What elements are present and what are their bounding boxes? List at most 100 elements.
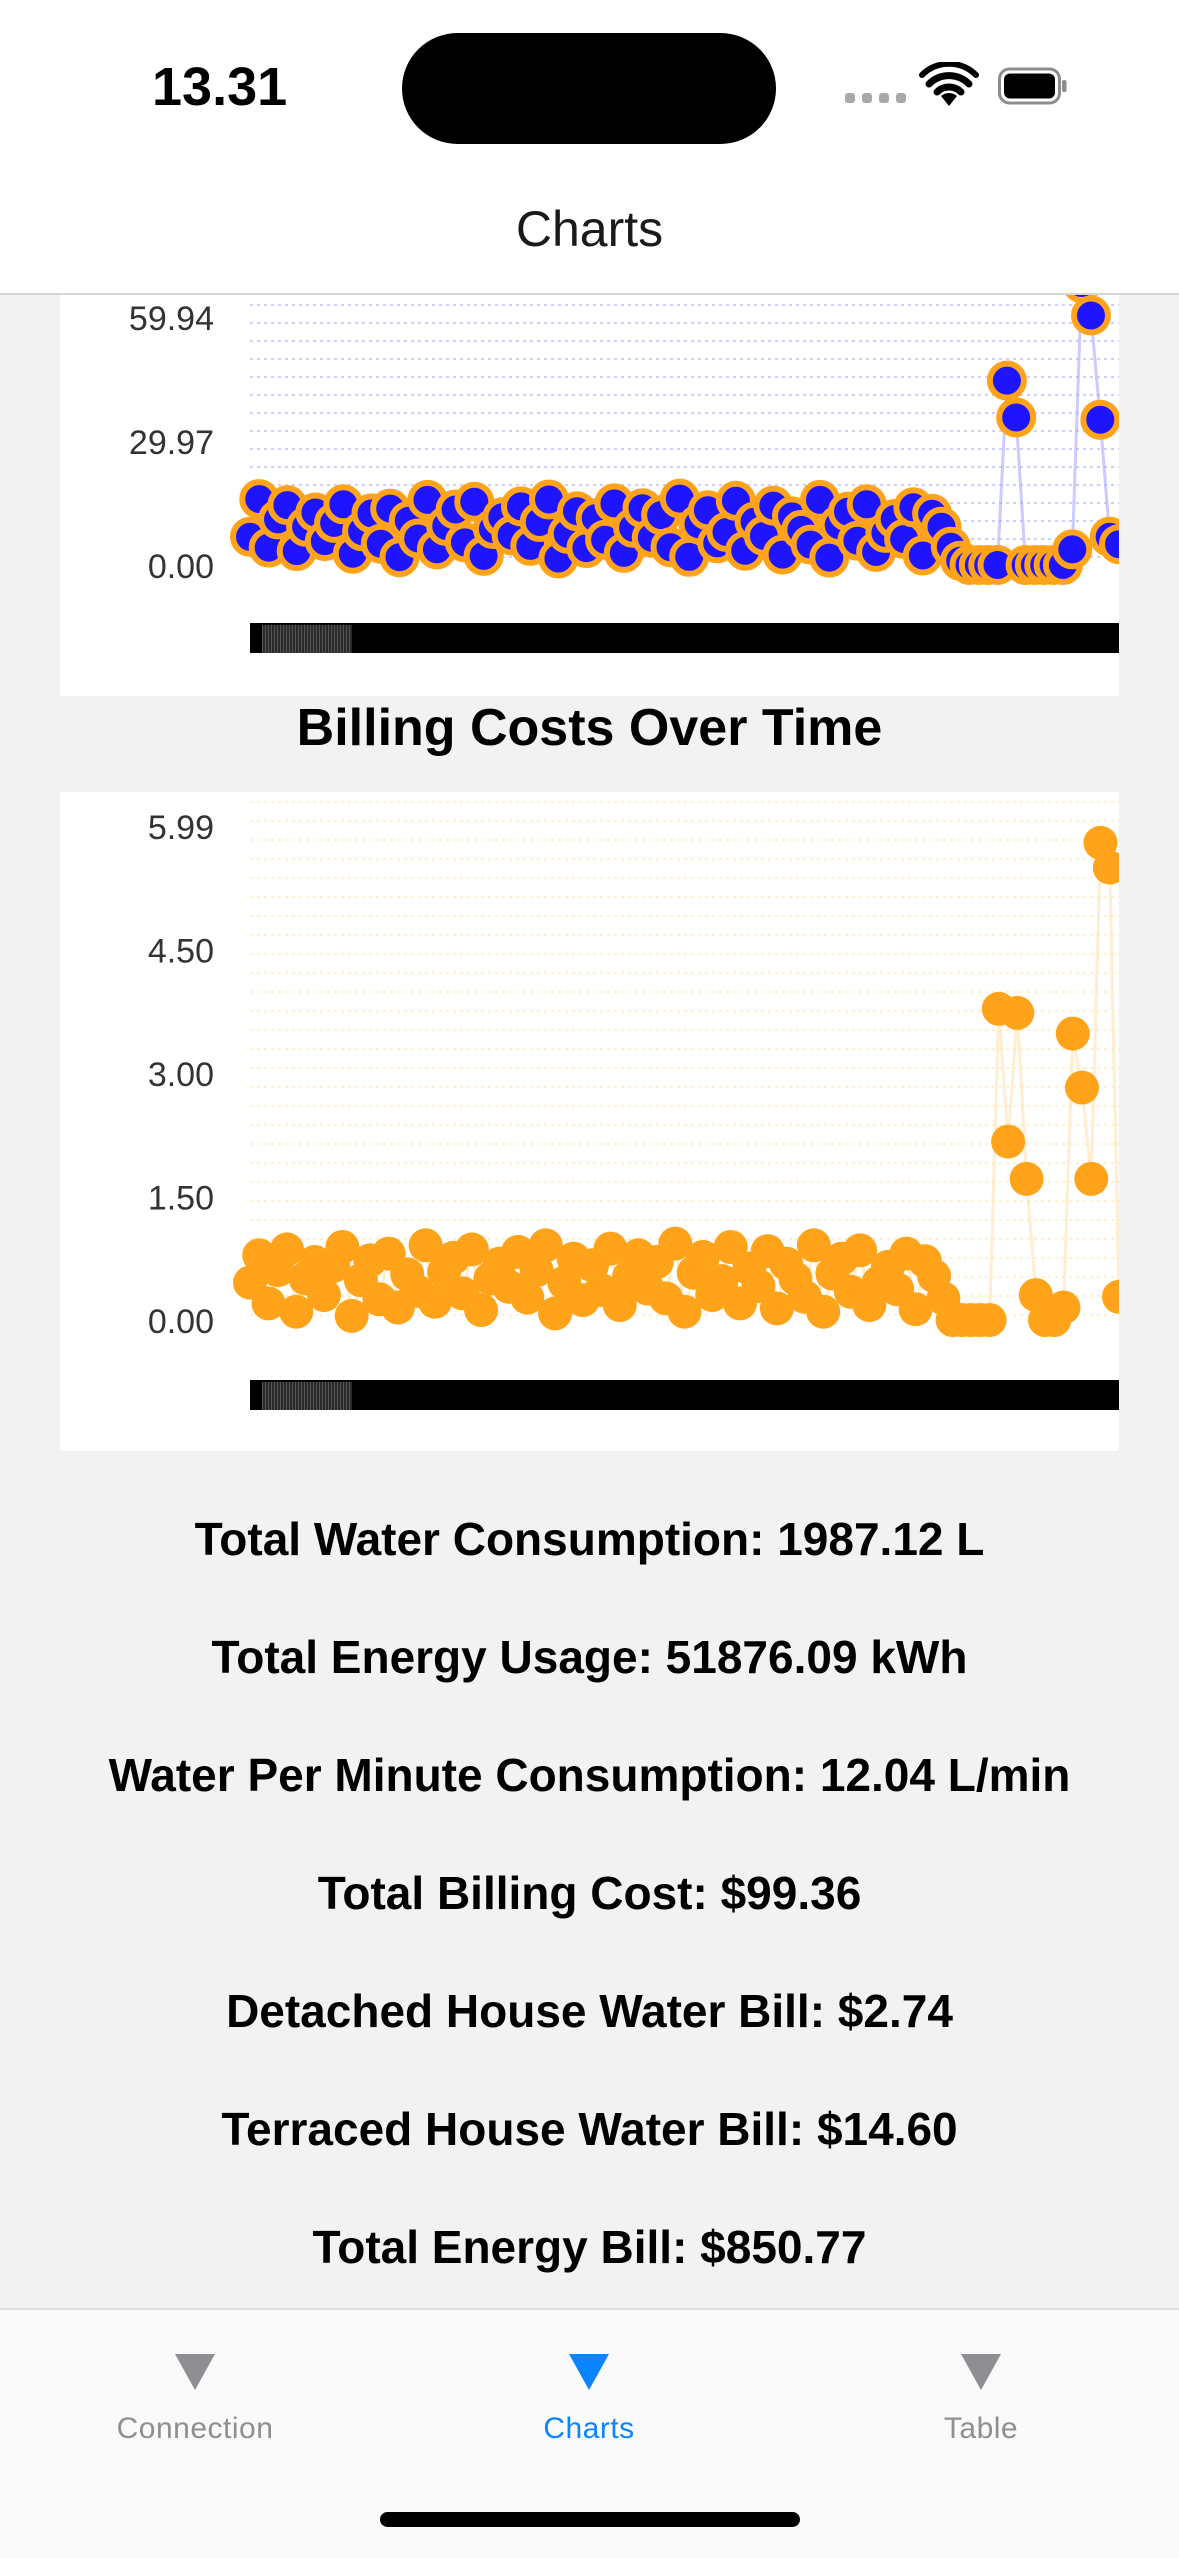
x-tick-labels	[250, 623, 1119, 653]
x-tick-label	[265, 625, 266, 653]
x-tick-label	[347, 625, 349, 653]
x-tick-label	[269, 1382, 271, 1410]
data-point	[667, 1294, 702, 1329]
x-tick-label	[326, 625, 328, 653]
data-point	[741, 1269, 776, 1303]
data-point	[1074, 1161, 1109, 1196]
data-point	[307, 1278, 341, 1313]
x-tick-label	[310, 1382, 311, 1410]
data-point	[1102, 1279, 1119, 1314]
x-tick-labels	[250, 1380, 1119, 1410]
x-tick-label	[343, 625, 344, 653]
battery-icon	[998, 67, 1067, 105]
x-tick-label	[268, 625, 269, 653]
x-tick-label	[290, 625, 292, 653]
x-tick-label	[284, 625, 286, 653]
usage-chart: 59.94 29.97 0.00	[129, 293, 1119, 653]
total-energy-bill: Total Energy Bill: $850.77	[312, 2221, 867, 2273]
data-point	[1000, 995, 1035, 1030]
x-tick-label	[307, 625, 308, 653]
x-tick-label	[263, 625, 265, 653]
y-tick-label: 5.99	[148, 809, 214, 847]
x-tick-label	[313, 1382, 314, 1410]
x-tick-label	[274, 625, 275, 653]
x-tick-label	[265, 1382, 266, 1410]
x-tick-label	[337, 1382, 338, 1410]
x-tick-label	[287, 1382, 289, 1410]
data-point	[251, 1286, 286, 1321]
billing-chart-title: Billing Costs Over Time	[296, 699, 883, 757]
data-point	[408, 1228, 443, 1263]
x-tick-label	[323, 625, 325, 653]
x-tick-label	[311, 625, 313, 653]
x-tick-label	[344, 625, 346, 653]
data-point	[464, 1293, 499, 1327]
x-tick-label	[295, 1382, 296, 1410]
x-tick-label	[346, 625, 347, 653]
dynamic-island	[402, 33, 776, 144]
x-tick-label	[289, 625, 290, 653]
x-tick-label	[326, 1382, 328, 1410]
data-point	[510, 1280, 545, 1315]
data-point	[538, 1296, 573, 1331]
x-tick-label	[301, 1382, 302, 1410]
x-tick-label	[319, 625, 320, 653]
x-tick-label	[280, 1382, 281, 1410]
x-tick-label	[278, 1382, 280, 1410]
triangle-down-icon	[569, 2354, 609, 2390]
tab-connection[interactable]: Connection	[65, 2340, 325, 2446]
x-tick-label	[334, 1382, 335, 1410]
x-tick-label	[289, 1382, 290, 1410]
x-tick-label	[335, 625, 337, 653]
x-tick-label	[284, 1382, 286, 1410]
x-tick-label	[341, 625, 343, 653]
x-tick-label	[298, 625, 299, 653]
data-point	[1092, 850, 1119, 885]
x-tick-label	[334, 625, 335, 653]
y-tick-label: 4.50	[148, 933, 214, 971]
y-tick-label: 1.50	[148, 1180, 214, 1218]
triangle-down-icon	[175, 2354, 215, 2390]
x-tick-label	[323, 1382, 325, 1410]
x-tick-label	[262, 1382, 263, 1410]
x-tick-label	[304, 1382, 305, 1410]
x-tick-label	[296, 625, 298, 653]
x-tick-label	[335, 1382, 337, 1410]
data-point	[796, 1228, 831, 1263]
tab-charts-label: Charts	[543, 2412, 635, 2445]
x-tick-label	[266, 625, 268, 653]
triangle-down-icon	[961, 2354, 1001, 2390]
x-tick-label	[263, 1382, 265, 1410]
data-point	[334, 1298, 369, 1333]
y-tick-label: 59.94	[129, 300, 214, 338]
x-tick-label	[341, 1382, 343, 1410]
x-tick-label	[328, 1382, 329, 1410]
x-tick-label	[302, 625, 304, 653]
x-tick-label	[268, 1382, 269, 1410]
data-point	[528, 1228, 563, 1263]
x-tick-label	[346, 1382, 347, 1410]
tab-table[interactable]: Table	[851, 2340, 1111, 2446]
x-tick-label	[343, 1382, 344, 1410]
data-point	[986, 360, 1027, 401]
x-tick-label	[299, 1382, 301, 1410]
x-tick-label	[311, 1382, 313, 1410]
tab-charts[interactable]: Charts	[459, 2340, 719, 2446]
tab-connection-label: Connection	[116, 2412, 274, 2445]
x-tick-label	[310, 625, 311, 653]
data-point	[1009, 1161, 1044, 1196]
data-point	[806, 1294, 841, 1329]
data-point	[454, 1232, 489, 1267]
x-tick-label	[286, 625, 287, 653]
x-tick-label	[281, 1382, 283, 1410]
x-tick-label	[286, 1382, 287, 1410]
x-tick-label	[302, 1382, 304, 1410]
x-tick-label	[277, 625, 278, 653]
total-energy-usage: Total Energy Usage: 51876.09 kWh	[211, 1631, 968, 1683]
data-point	[972, 1303, 1007, 1337]
x-tick-label	[328, 625, 329, 653]
water-per-minute: Water Per Minute Consumption: 12.04 L/mi…	[108, 1749, 1071, 1801]
x-tick-label	[293, 1382, 295, 1410]
x-tick-label	[280, 625, 281, 653]
x-tick-label	[275, 1382, 277, 1410]
